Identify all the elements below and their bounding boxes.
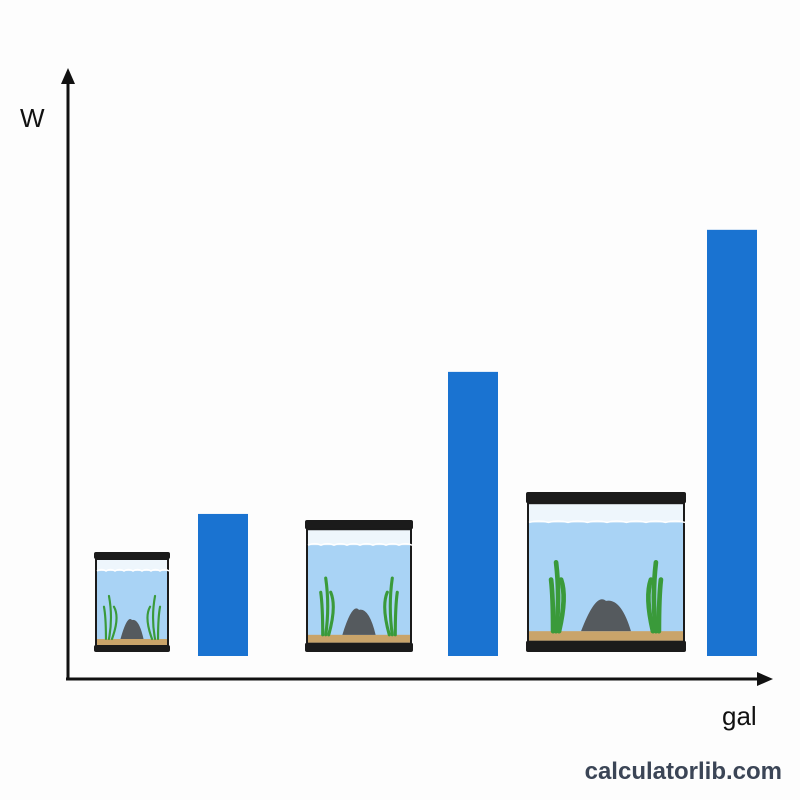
- tank-plant: [151, 594, 157, 641]
- tank-plant: [107, 594, 113, 641]
- tank-plant: [548, 577, 556, 634]
- tank-plant: [388, 576, 394, 637]
- tank-rock: [581, 599, 631, 632]
- tank-wave: [528, 520, 686, 524]
- axes: W gal: [20, 68, 773, 731]
- x-axis-arrow: [757, 672, 773, 686]
- tank-plant: [646, 577, 656, 634]
- tank-plant: [651, 560, 659, 634]
- tank-plant: [102, 605, 108, 641]
- bar-1: [198, 513, 248, 656]
- tank-base: [526, 640, 686, 652]
- y-axis-label: W: [20, 103, 45, 133]
- tank-lid: [526, 492, 686, 504]
- tank-lid: [94, 552, 170, 559]
- aquarium-medium-icon: [305, 520, 413, 652]
- x-axis-label: gal: [722, 701, 757, 731]
- tank-plant: [383, 590, 391, 637]
- tank-plant: [327, 590, 335, 637]
- tank-base: [94, 645, 170, 652]
- tank-wave: [96, 568, 170, 572]
- tank-plant: [556, 577, 566, 634]
- tank-plant: [324, 576, 330, 637]
- tank-plant: [146, 605, 154, 641]
- tank-gravel: [97, 638, 167, 645]
- watermark: calculatorlib.com: [584, 758, 782, 785]
- bar-3: [707, 229, 757, 656]
- tank-plant: [553, 560, 561, 634]
- tank-rock: [342, 608, 376, 635]
- tank-gravel: [308, 634, 410, 643]
- aquarium-large-icon: [526, 492, 686, 652]
- y-axis-arrow: [61, 68, 75, 84]
- tank-gravel: [529, 631, 683, 641]
- aquarium-small-icon: [94, 552, 170, 652]
- tank-plant: [110, 605, 118, 641]
- bar-2: [448, 371, 498, 656]
- tank-plant: [393, 590, 399, 637]
- tank-wave: [307, 542, 413, 546]
- tank-plant: [156, 605, 162, 641]
- tank-base: [305, 642, 413, 652]
- tank-plant: [319, 590, 325, 637]
- tank-plant: [656, 577, 664, 634]
- aquarium-icons: [94, 492, 686, 652]
- bars: [198, 229, 757, 656]
- tank-lid: [305, 520, 413, 530]
- tank-rock: [120, 618, 144, 639]
